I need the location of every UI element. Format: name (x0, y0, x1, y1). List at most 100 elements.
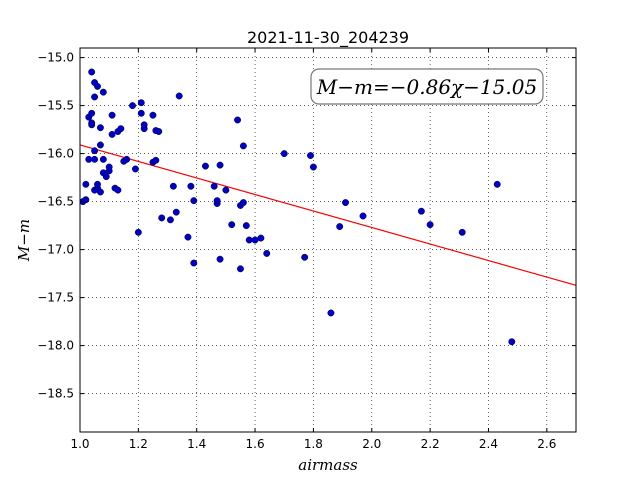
data-point (190, 259, 198, 267)
data-point (187, 182, 195, 190)
data-point (155, 128, 163, 135)
data-point (108, 130, 116, 138)
data-point (210, 182, 218, 190)
data-point (137, 109, 145, 117)
data-point (149, 111, 157, 119)
data-point (137, 99, 145, 107)
plot-area (80, 48, 576, 432)
data-point (99, 88, 107, 96)
data-point (216, 161, 224, 169)
data-point (108, 111, 116, 119)
fit-line (79, 144, 577, 286)
y-axis-label: M−m (15, 219, 33, 262)
data-point (82, 196, 90, 204)
y-tick-label: −16.5 (37, 195, 74, 209)
data-point (216, 255, 224, 263)
data-point (175, 92, 183, 100)
y-tick-label: −15.0 (37, 51, 74, 65)
x-tick-label: 1.6 (246, 437, 265, 451)
data-point (88, 68, 96, 76)
data-point (184, 233, 192, 241)
data-point (166, 216, 174, 224)
data-point (245, 236, 253, 244)
data-point (96, 188, 104, 196)
data-point (131, 165, 139, 173)
fit-equation-text: M−m=−0.86χ−15.05 (316, 75, 537, 99)
data-point (134, 228, 142, 236)
data-point (426, 221, 434, 229)
x-axis-ticks: 1.0 1.2 1.4 1.6 1.8 2.0 2.2 2.4 2.6 (70, 48, 556, 451)
y-tick-label: −18.5 (37, 387, 74, 401)
plot-frame (79, 47, 577, 433)
data-point (88, 109, 96, 117)
data-point (152, 156, 160, 164)
data-point (94, 180, 101, 188)
data-point (190, 197, 198, 205)
x-tick-label: 1.4 (187, 437, 206, 451)
y-tick-label: −17.0 (37, 243, 74, 257)
x-tick-label: 1.0 (70, 437, 89, 451)
data-point (96, 124, 104, 132)
data-point (158, 214, 166, 222)
data-point (251, 236, 259, 244)
x-tick-label: 1.8 (304, 437, 323, 451)
data-point (114, 186, 122, 194)
data-point (91, 93, 99, 101)
y-tick-label: −16.0 (37, 147, 74, 161)
fit-equation-box: M−m=−0.86χ−15.05 (310, 68, 544, 105)
data-point (417, 207, 425, 215)
data-point (85, 155, 93, 163)
data-point (336, 223, 344, 231)
data-point (508, 338, 516, 346)
data-point (234, 116, 242, 124)
data-point (257, 234, 265, 242)
data-point (91, 147, 99, 155)
data-point (342, 199, 349, 207)
data-point (239, 199, 247, 207)
data-point (237, 265, 244, 273)
y-tick-label: −17.5 (37, 291, 74, 305)
data-point (99, 155, 107, 163)
x-tick-label: 2.0 (362, 437, 381, 451)
x-tick-label: 2.6 (537, 437, 556, 451)
chart-title: 2021-11-30_204239 (247, 28, 409, 48)
data-point (309, 163, 317, 171)
data-point (129, 102, 136, 110)
data-point (239, 142, 247, 150)
data-point (123, 155, 131, 163)
x-tick-label: 2.4 (479, 437, 498, 451)
data-point (280, 150, 288, 158)
data-point (359, 212, 367, 220)
data-point (91, 155, 99, 163)
data-point (242, 222, 250, 230)
data-point (88, 121, 96, 129)
data-point (263, 249, 271, 257)
y-tick-label: −18.0 (37, 339, 74, 353)
data-point (82, 180, 90, 188)
data-point (102, 173, 110, 181)
x-axis-label: airmass (298, 456, 358, 474)
y-tick-label: −15.5 (37, 99, 74, 113)
data-point (222, 186, 230, 194)
data-point (301, 253, 309, 261)
y-axis-ticks: −15.0 −15.5 −16.0 −16.5 −17.0 −17.5 −18.0 −18.5 (37, 51, 576, 401)
data-point (169, 182, 177, 190)
data-point (202, 162, 209, 170)
data-points (79, 68, 516, 346)
x-tick-label: 1.2 (129, 437, 148, 451)
data-point (228, 221, 236, 229)
data-point (105, 163, 113, 171)
fit-equation-frame (310, 68, 544, 105)
data-point (458, 228, 466, 236)
x-tick-label: 2.2 (421, 437, 440, 451)
data-point (213, 197, 221, 205)
data-point (172, 208, 180, 216)
fit-line-group (79, 144, 577, 286)
grid (80, 48, 576, 432)
data-point (327, 309, 335, 317)
data-point (94, 82, 101, 90)
data-point (493, 180, 501, 188)
data-point (307, 152, 314, 159)
data-point (117, 125, 125, 133)
